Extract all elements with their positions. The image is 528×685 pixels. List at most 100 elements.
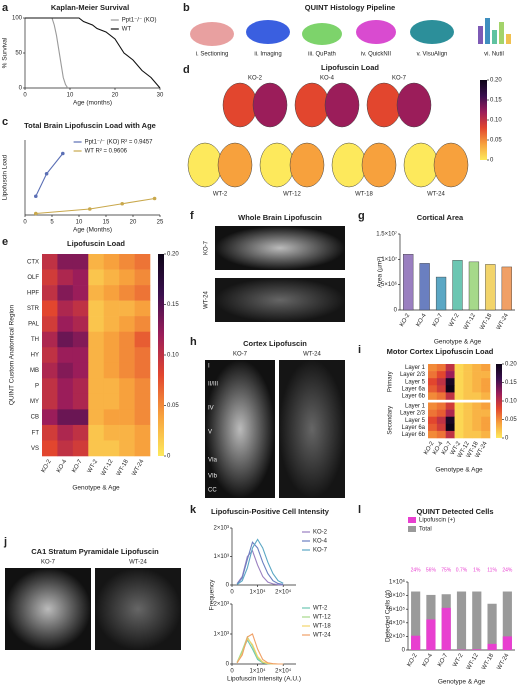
map-label: KO-7 (392, 76, 407, 82)
bar (487, 643, 497, 650)
row-label: MB (30, 368, 39, 374)
row-label: MY (30, 399, 39, 405)
column-label: WT-18 (116, 458, 130, 477)
layer-label: VIa (208, 458, 218, 464)
colorbar (496, 364, 502, 438)
x-tick-label: 0 (230, 669, 234, 675)
heat-cell (72, 393, 89, 410)
heat-cell (428, 378, 438, 386)
y-tick-label: 0 (19, 86, 23, 92)
bar (411, 591, 421, 650)
heat-cell (428, 402, 438, 410)
row-label: Layer 6a (402, 386, 426, 392)
heat-cell (481, 423, 491, 432)
heat-cell (103, 316, 120, 332)
heat-cell (88, 316, 105, 332)
y-tick-label: 2×10³ (213, 602, 229, 608)
heat-cell (119, 331, 135, 348)
step-label: iv. QuickNII (361, 52, 392, 58)
x-tick-label: 10 (67, 93, 74, 99)
panel-label: g (358, 210, 365, 222)
row-label: Layer 2/3 (400, 411, 426, 417)
map-label: WT-24 (427, 192, 445, 198)
heat-cell (103, 347, 120, 364)
heat-cell (72, 300, 89, 317)
y-tick-label: 1×10⁶ (389, 579, 406, 586)
brain-map (403, 142, 439, 188)
x-tick-label: WT-18 (479, 312, 493, 331)
brain-map (366, 82, 402, 128)
x-tick-label: KO-2 (407, 652, 420, 668)
x-tick-label: WT-12 (466, 652, 480, 671)
heat-cell (472, 371, 482, 379)
row-label: HY (31, 353, 39, 359)
heat-cell (103, 378, 120, 395)
bar (456, 591, 467, 650)
brain-map (222, 82, 258, 128)
heat-cell (436, 416, 447, 425)
heat-cell (42, 285, 58, 301)
image-label: KO-7 (41, 560, 56, 566)
y-axis-label: Lipofuscin Load (2, 154, 9, 200)
heat-cell (428, 423, 438, 432)
heat-cell (103, 285, 120, 301)
x-tick-label: WT-24 (496, 652, 510, 671)
data-point (61, 151, 65, 156)
x-axis-label: Genotype & Age (438, 679, 486, 685)
heat-cell (57, 285, 74, 301)
x-axis-label: Age (months) (73, 100, 112, 107)
panel-label: e (2, 236, 8, 248)
x-tick-label: KO-7 (432, 312, 445, 328)
brain-map (289, 142, 325, 188)
step-icon (478, 18, 511, 44)
heat-cell (463, 423, 473, 432)
heat-cell (119, 300, 135, 317)
x-axis-label: Genotype & Age (72, 485, 120, 492)
bar (502, 636, 512, 650)
heat-cell (57, 409, 74, 426)
heat-cell (134, 331, 151, 348)
chart-title: Lipofuscin Load (321, 63, 379, 72)
colorbar-tick-label: 0.20 (505, 362, 517, 368)
legend-label: KO-7 (313, 548, 328, 554)
x-tick-label: WT-18 (481, 652, 495, 671)
colorbar-tick-label: 0.05 (167, 403, 179, 409)
heat-cell (472, 378, 482, 386)
brain-map (331, 142, 367, 188)
y-axis-label: Frequency (209, 579, 216, 610)
layer-labels: I II/III IV V VIa VIb CC (208, 364, 218, 494)
legend-label: WT (122, 27, 132, 33)
x-axis-label: Lipofuscin Intensity (A.U.) (227, 676, 301, 683)
row-label: P (35, 384, 39, 390)
heat-cell (445, 409, 455, 417)
heat-cell (57, 269, 74, 286)
y-tick-label: 0 (402, 648, 406, 654)
heat-cell (88, 331, 105, 348)
heat-cell (88, 269, 105, 286)
heat-cell (42, 393, 58, 410)
x-tick-label: KO-2 (399, 312, 412, 328)
row-label: Layer 2/3 (400, 372, 426, 378)
image-label: KO-7 (204, 240, 210, 255)
micrograph (95, 568, 181, 650)
heat-cell (428, 364, 438, 372)
heat-cell (134, 285, 151, 301)
x-axis-label: Genotype & Age (435, 467, 483, 474)
heat-cell (481, 409, 491, 417)
row-label: Layer 5 (405, 379, 426, 385)
heat-cell (57, 300, 74, 317)
colorbar (158, 254, 164, 456)
layer-label: VIb (208, 474, 218, 480)
heat-cell (42, 300, 58, 317)
panel-label: d (183, 64, 190, 76)
heat-cell (445, 423, 455, 432)
colorbar-tick-label: 0.15 (505, 380, 517, 386)
legend-label: WT-2 (313, 606, 328, 612)
heat-cell (88, 440, 105, 457)
heat-cell (445, 402, 455, 410)
row-label: Layer 1 (405, 404, 426, 410)
map-label: WT-12 (283, 192, 301, 198)
heat-cell (103, 424, 120, 441)
heat-cell (57, 347, 74, 364)
